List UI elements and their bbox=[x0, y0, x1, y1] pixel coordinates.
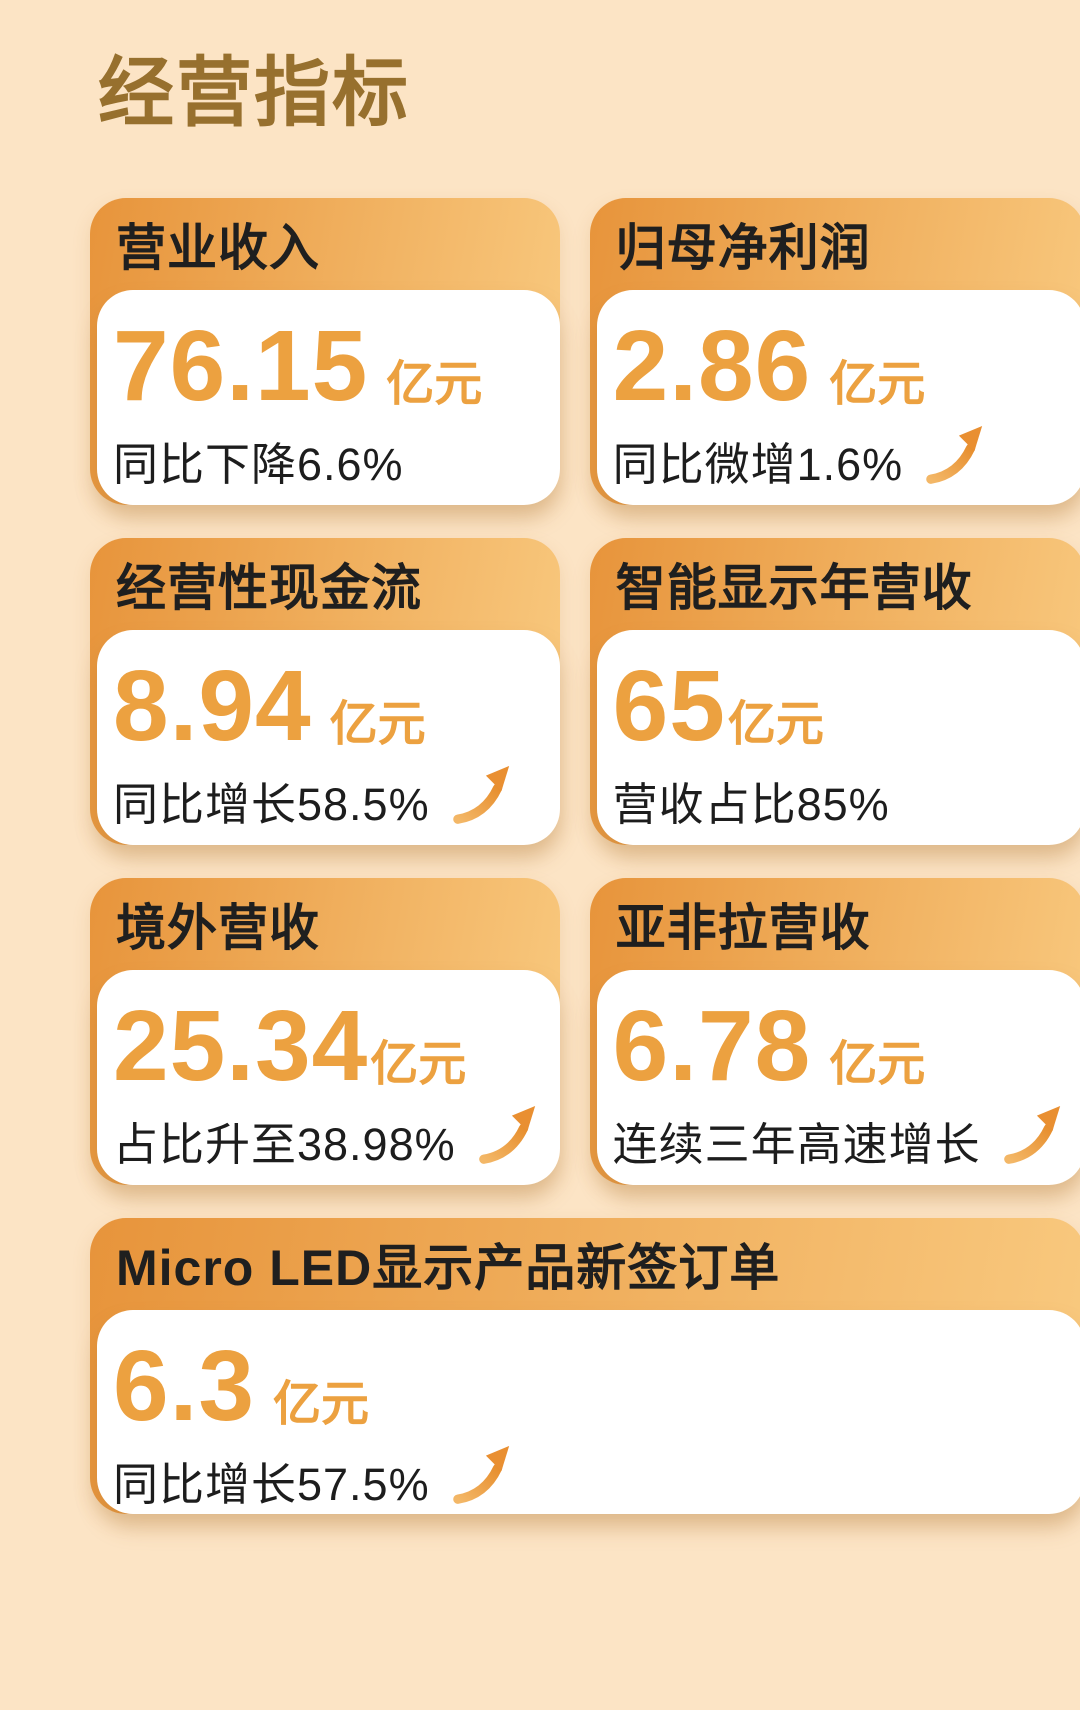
card-body: 76.15 亿元 同比下降6.6% bbox=[97, 290, 560, 506]
stat-unit: 亿元 bbox=[829, 358, 926, 412]
stat-note-row: 营收占比85% bbox=[613, 768, 1065, 833]
stat-label: 经营性现金流 bbox=[116, 560, 422, 617]
card-smart-display-revenue: 智能显示年营收 65 亿元 营收占比85% bbox=[589, 538, 1080, 846]
card-body: 6.78 亿元 连续三年高速增长 bbox=[596, 970, 1080, 1186]
card-header: 归母净利润 bbox=[590, 198, 1080, 290]
stat-note-row: 同比下降6.6% bbox=[113, 428, 540, 493]
stat-note-row: 同比增长58.5% bbox=[113, 765, 540, 833]
card-body: 8.94 亿元 同比增长58.5% bbox=[97, 630, 560, 846]
card-body: 25.34 亿元 占比升至38.98% bbox=[97, 970, 560, 1186]
stat-value: 76.15 bbox=[113, 310, 369, 423]
stat-value: 2.86 bbox=[612, 310, 812, 423]
stat-value-row: 2.86 亿元 bbox=[613, 316, 1065, 416]
card-header: Micro LED显示产品新签订单 bbox=[90, 1218, 1080, 1310]
card-header: 境外营收 bbox=[90, 878, 560, 970]
stat-value-row: 8.94 亿元 bbox=[113, 656, 540, 756]
stat-value-row: 76.15 亿元 bbox=[113, 316, 540, 416]
stat-value: 6.78 bbox=[612, 990, 812, 1103]
card-header: 营业收入 bbox=[90, 198, 560, 290]
stat-value-row: 6.78 亿元 bbox=[613, 996, 1065, 1096]
stat-value: 25.34 bbox=[113, 990, 369, 1103]
card-operating-revenue: 营业收入 76.15 亿元 同比下降6.6% bbox=[90, 198, 560, 506]
trend-up-arrow-icon bbox=[452, 1444, 514, 1506]
trend-up-arrow-icon bbox=[452, 764, 514, 826]
stat-label: 归母净利润 bbox=[615, 220, 871, 277]
stat-label: 亚非拉营收 bbox=[615, 900, 871, 957]
stat-note: 同比微增1.6% bbox=[612, 439, 904, 491]
stat-unit: 亿元 bbox=[386, 358, 483, 412]
trend-up-arrow-icon bbox=[1003, 1104, 1065, 1166]
stat-note: 占比升至38.98% bbox=[113, 1119, 456, 1171]
stat-unit: 亿元 bbox=[829, 1038, 926, 1092]
stat-note-row: 连续三年高速增长 bbox=[612, 1105, 1065, 1173]
stat-label: 营业收入 bbox=[116, 220, 320, 277]
card-header: 经营性现金流 bbox=[90, 538, 560, 630]
stat-value-row: 65 亿元 bbox=[613, 656, 1065, 756]
stat-unit: 亿元 bbox=[727, 698, 824, 752]
trend-up-arrow-icon bbox=[925, 424, 987, 486]
page-title: 经营指标 bbox=[98, 51, 410, 136]
stat-note: 同比增长58.5% bbox=[113, 779, 430, 831]
stat-value-row: 25.34 亿元 bbox=[113, 996, 540, 1096]
stat-label: 境外营收 bbox=[116, 900, 320, 957]
card-overseas-revenue: 境外营收 25.34 亿元 占比升至38.98% bbox=[90, 878, 560, 1186]
stat-unit: 亿元 bbox=[273, 1378, 370, 1432]
stat-note-row: 同比微增1.6% bbox=[612, 425, 1065, 493]
stat-note: 营收占比85% bbox=[612, 779, 890, 831]
stat-note-row: 占比升至38.98% bbox=[113, 1105, 540, 1173]
stat-note: 同比增长57.5% bbox=[113, 1459, 430, 1511]
card-header: 智能显示年营收 bbox=[590, 538, 1080, 630]
stat-value: 8.94 bbox=[113, 650, 312, 763]
card-operating-cash-flow: 经营性现金流 8.94 亿元 同比增长58.5% bbox=[90, 538, 560, 846]
stat-value-row: 6.3 亿元 bbox=[113, 1336, 1065, 1436]
stat-value: 65 bbox=[612, 650, 726, 763]
stat-unit: 亿元 bbox=[329, 698, 426, 752]
stat-note: 同比下降6.6% bbox=[113, 439, 404, 491]
card-body: 65 亿元 营收占比85% bbox=[596, 630, 1080, 846]
stat-unit: 亿元 bbox=[370, 1038, 467, 1092]
stat-note: 连续三年高速增长 bbox=[612, 1119, 981, 1171]
trend-up-arrow-icon bbox=[478, 1104, 540, 1166]
stat-label: 智能显示年营收 bbox=[615, 560, 973, 617]
card-asia-africa-latam-revenue: 亚非拉营收 6.78 亿元 连续三年高速增长 bbox=[589, 878, 1080, 1186]
stat-cards-grid: 营业收入 76.15 亿元 同比下降6.6% 归母净利润 2.86 亿元 bbox=[90, 198, 1080, 1515]
card-body: 6.3 亿元 同比增长57.5% bbox=[97, 1310, 1080, 1515]
stat-note-row: 同比增长57.5% bbox=[113, 1445, 1065, 1513]
stat-label: Micro LED显示产品新签订单 bbox=[116, 1240, 781, 1297]
card-body: 2.86 亿元 同比微增1.6% bbox=[596, 290, 1080, 506]
stat-value: 6.3 bbox=[113, 1330, 256, 1443]
card-header: 亚非拉营收 bbox=[590, 878, 1080, 970]
card-micro-led-orders: Micro LED显示产品新签订单 6.3 亿元 同比增长57.5% bbox=[90, 1218, 1080, 1515]
card-net-profit: 归母净利润 2.86 亿元 同比微增1.6% bbox=[589, 198, 1080, 506]
